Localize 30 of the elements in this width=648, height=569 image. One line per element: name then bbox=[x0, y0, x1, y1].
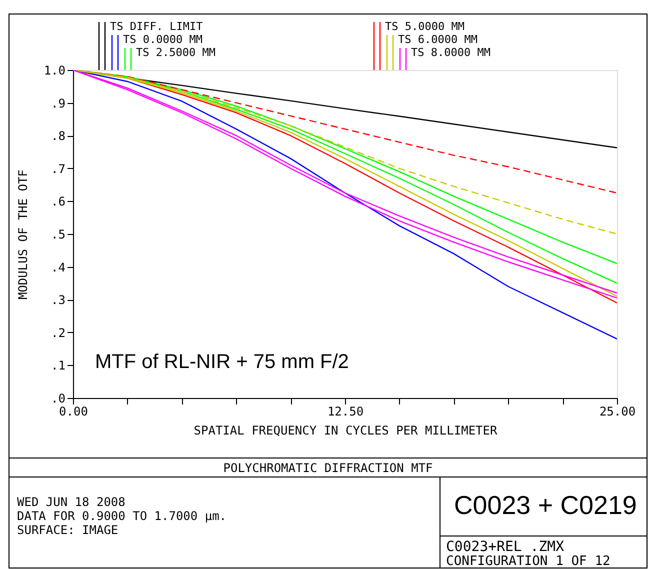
y-tick-label: .0 bbox=[51, 392, 66, 406]
y-tick-label: .9 bbox=[51, 96, 66, 110]
y-tick-label: 1.0 bbox=[44, 64, 66, 78]
text: TS 6.0000 MM bbox=[398, 33, 478, 46]
y-tick-label: .5 bbox=[51, 228, 66, 242]
x-tick-label: 0.00 bbox=[59, 404, 88, 418]
text: TS 5.0000 MM bbox=[385, 20, 465, 33]
text: TS 0.0000 MM bbox=[123, 33, 203, 46]
text: SURFACE: IMAGE bbox=[17, 523, 118, 537]
x-axis-title: SPATIAL FREQUENCY IN CYCLES PER MILLIMETER bbox=[194, 424, 498, 438]
text: DATA FOR 0.9000 TO 1.7000 µm. bbox=[17, 509, 227, 523]
x-tick-label: 12.50 bbox=[327, 404, 364, 418]
x-tick-label: 25.00 bbox=[599, 404, 636, 418]
text: TS DIFF. LIMIT bbox=[110, 20, 204, 33]
y-tick-label: .8 bbox=[51, 129, 66, 144]
y-tick-label: .2 bbox=[51, 326, 66, 340]
legend-label: TS 8.0000 MM bbox=[411, 46, 491, 59]
text: POLYCHROMATIC DIFFRACTION MTF bbox=[223, 461, 433, 475]
y-tick-label: .1 bbox=[51, 358, 66, 373]
text: CONFIGURATION 1 OF 12 bbox=[446, 554, 610, 569]
y-tick-label: .4 bbox=[51, 260, 66, 274]
y-tick-label: .3 bbox=[51, 293, 66, 308]
text: WED JUN 18 2008 bbox=[17, 495, 126, 509]
annotation: MTF of RL-NIR + 75 mm F/2 bbox=[95, 351, 349, 373]
y-axis-title: MODULUS OF THE OTF bbox=[16, 169, 30, 300]
legend-label: TS 2.5000 MM bbox=[136, 46, 216, 59]
y-tick-label: .7 bbox=[51, 162, 66, 176]
y-tick-label: .6 bbox=[51, 194, 66, 209]
text: C0023+REL .ZMX bbox=[446, 539, 565, 555]
text: C0023 + C0219 bbox=[454, 490, 637, 520]
